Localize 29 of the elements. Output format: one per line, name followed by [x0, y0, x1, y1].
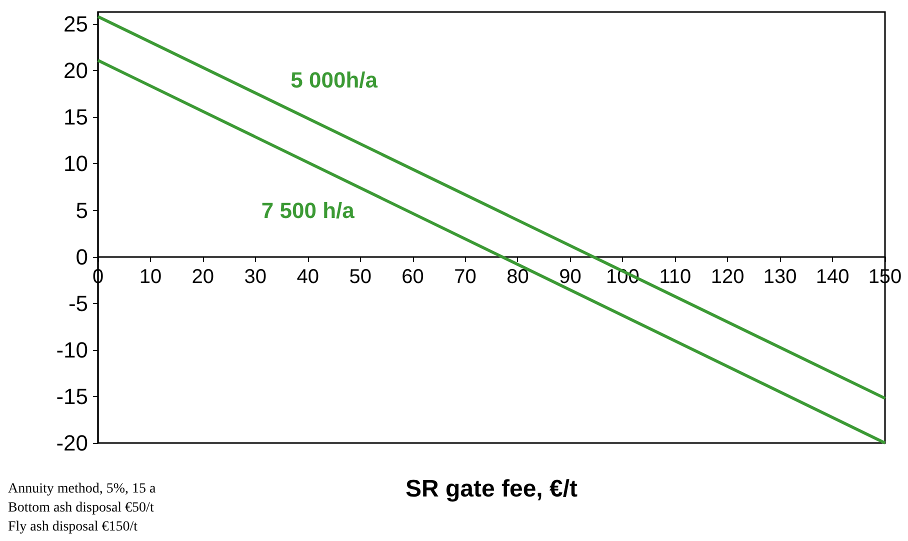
y-tick-label: 20: [64, 58, 88, 84]
x-axis-title: SR gate fee, €/t: [405, 476, 578, 502]
x-tick-label: 10: [139, 266, 162, 288]
y-tick-label: 25: [64, 12, 88, 37]
x-tick-label: 70: [454, 266, 476, 288]
y-tick-label: -15: [56, 384, 88, 409]
x-tick-label: 50: [349, 266, 372, 288]
text: Fly ash disposal €150/t: [8, 520, 138, 534]
y-tick-label: -5: [68, 290, 88, 316]
y-tick-label: -20: [56, 430, 88, 456]
y-tick-label: 0: [76, 244, 88, 270]
x-tick-label: 140: [816, 266, 850, 288]
text: Annuity method, 5%, 15 a: [8, 482, 157, 496]
y-tick-label: 10: [64, 151, 88, 176]
x-tick-label: 20: [192, 266, 214, 288]
x-tick-label: 60: [402, 266, 424, 288]
x-tick-label: 120: [710, 266, 744, 288]
y-tick-label: 5: [76, 198, 88, 223]
x-tick-label: 110: [659, 266, 692, 288]
x-tick-label: 90: [559, 266, 582, 288]
x-tick-label: 80: [506, 266, 529, 288]
x-tick-label: 130: [763, 266, 797, 288]
text: Bottom ash disposal €50/t: [8, 500, 154, 516]
x-tick-label: 40: [296, 266, 319, 288]
y-tick-label: 15: [64, 104, 88, 130]
series-label: 5 000h/a: [290, 67, 378, 92]
x-tick-label: 30: [244, 266, 267, 288]
y-tick-label: -10: [56, 337, 88, 362]
series-label: 7 500 h/a: [261, 198, 356, 223]
